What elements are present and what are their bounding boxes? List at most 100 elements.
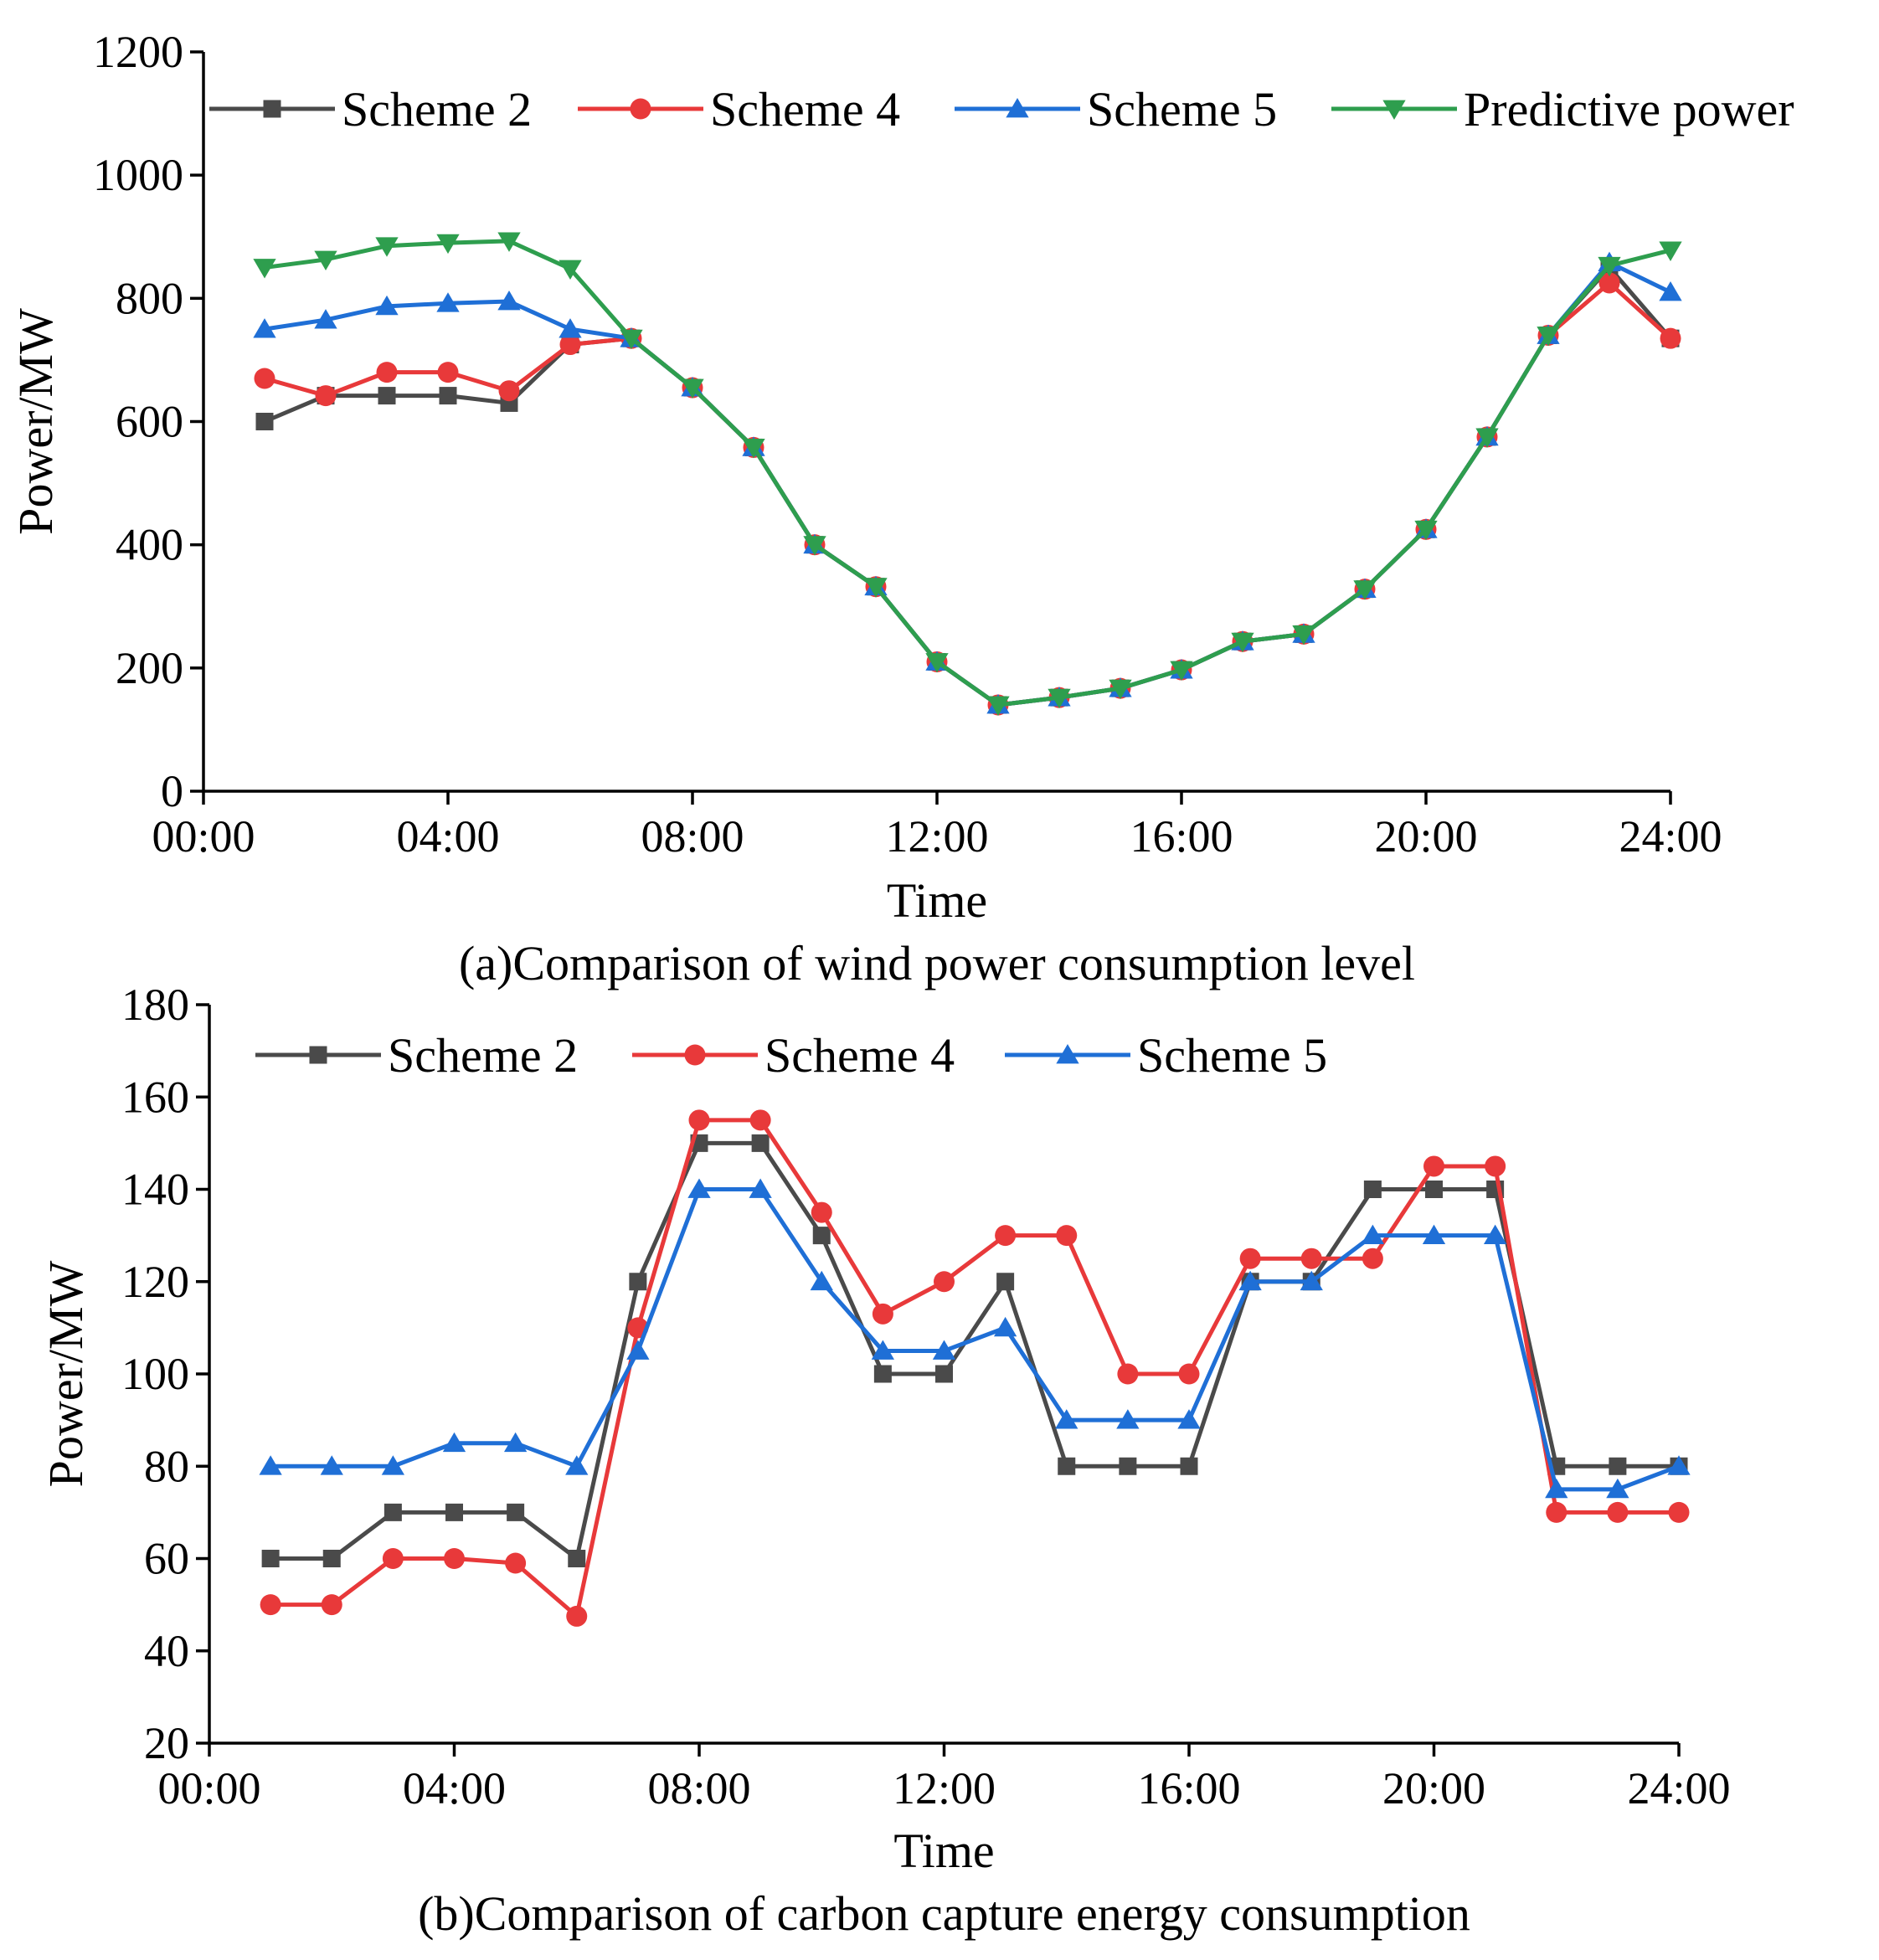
- data-point: [1117, 1363, 1139, 1385]
- data-point: [497, 232, 521, 252]
- legend-label: Predictive power: [1464, 82, 1794, 136]
- x-tick-label: 24:00: [1619, 811, 1722, 862]
- data-point: [873, 1365, 892, 1383]
- data-point: [688, 1109, 710, 1131]
- legend-swatch-marker: [684, 1044, 706, 1066]
- y-tick-label: 80: [144, 1441, 189, 1491]
- data-point: [1119, 1457, 1137, 1475]
- legend-label: Scheme 2: [388, 1028, 578, 1083]
- data-point: [568, 1550, 586, 1567]
- data-point: [1362, 1248, 1383, 1269]
- x-axis-title: Time: [893, 1824, 994, 1878]
- x-tick-label: 04:00: [396, 811, 499, 862]
- data-point: [382, 1548, 404, 1569]
- legend-item: Scheme 2: [209, 82, 532, 136]
- data-point: [620, 329, 643, 350]
- y-tick-label: 100: [121, 1349, 189, 1399]
- series-line: [270, 1140, 1679, 1561]
- axes: 0 200 400 600 800 1000 1200 00:00 04:00 08:00 12:0…: [93, 27, 1722, 862]
- data-point: [1058, 1457, 1076, 1475]
- x-tick-label: 12:00: [893, 1763, 996, 1813]
- data-point: [559, 318, 582, 338]
- y-tick-label: 40: [144, 1626, 189, 1676]
- series-line: [264, 239, 1671, 707]
- data-point: [1055, 1409, 1078, 1429]
- y-tick-label: 60: [144, 1534, 189, 1584]
- data-point: [993, 1316, 1017, 1337]
- data-point: [1353, 580, 1377, 600]
- y-tick-label: 1200: [93, 27, 183, 77]
- data-point: [322, 1550, 341, 1567]
- data-point: [1177, 1409, 1201, 1429]
- data-point: [1659, 280, 1682, 301]
- data-point: [1425, 1181, 1443, 1198]
- legend-label: Scheme 4: [710, 82, 900, 136]
- x-tick-label: 08:00: [641, 811, 744, 862]
- data-point: [320, 1455, 343, 1475]
- data-point: [505, 1552, 527, 1574]
- data-point: [1231, 632, 1254, 653]
- legend-label: Scheme 4: [764, 1028, 955, 1083]
- data-point: [871, 1340, 895, 1360]
- series-scheme-2: [255, 259, 1680, 714]
- legend: Scheme 2 Scheme 4 Scheme 5 Predictive power: [209, 82, 1794, 136]
- data-point: [996, 1273, 1015, 1291]
- data-point: [1598, 272, 1620, 294]
- data-point: [255, 413, 274, 430]
- series-predictive-power: [253, 232, 1682, 716]
- data-point: [376, 362, 398, 383]
- chart-panel-a: 0 200 400 600 800 1000 1200 00:00 04:00 08:00 12:0…: [8, 27, 1794, 990]
- data-point: [1414, 520, 1438, 541]
- legend-swatch-marker: [1056, 1044, 1079, 1064]
- data-point: [436, 292, 460, 312]
- data-point: [314, 309, 337, 329]
- y-tick-label: 800: [116, 273, 183, 323]
- data-point: [378, 387, 396, 405]
- data-point: [803, 536, 826, 556]
- data-point: [439, 387, 457, 405]
- data-point: [934, 1271, 955, 1293]
- data-point: [442, 1432, 466, 1453]
- data-point: [1607, 1501, 1629, 1523]
- data-point: [1300, 1270, 1323, 1291]
- data-point: [932, 1340, 956, 1360]
- legend-label: Scheme 5: [1137, 1028, 1327, 1083]
- chart-caption: (b)Comparison of carbon capture energy c…: [418, 1886, 1470, 1941]
- data-point: [1537, 327, 1560, 347]
- data-point: [254, 368, 275, 389]
- data-point: [1180, 1457, 1198, 1475]
- data-point: [559, 260, 582, 280]
- data-point: [498, 380, 520, 402]
- data-point: [1170, 661, 1193, 682]
- data-point: [681, 378, 704, 399]
- y-axis-title: Power/MW: [39, 1260, 93, 1487]
- legend-swatch-marker: [1006, 98, 1029, 118]
- data-point: [503, 1432, 528, 1453]
- data-point: [811, 1201, 832, 1223]
- data-point: [872, 1303, 893, 1325]
- data-point: [1178, 1363, 1200, 1385]
- y-tick-label: 0: [161, 766, 183, 816]
- data-point: [1056, 1225, 1078, 1247]
- data-point: [497, 291, 521, 311]
- series-scheme-4: [254, 272, 1681, 716]
- data-point: [1485, 1155, 1506, 1177]
- x-tick-label: 12:00: [885, 811, 988, 862]
- legend: Scheme 2 Scheme 4 Scheme 5: [255, 1028, 1327, 1083]
- series-line: [270, 1187, 1680, 1492]
- data-point: [1659, 241, 1682, 261]
- series-line: [264, 280, 1672, 707]
- data-point: [925, 653, 949, 673]
- data-point: [436, 234, 460, 255]
- data-point: [1422, 1224, 1446, 1245]
- y-tick-label: 160: [121, 1072, 189, 1122]
- data-point: [687, 1178, 711, 1198]
- y-tick-label: 120: [121, 1257, 189, 1307]
- series-line: [264, 260, 1672, 707]
- data-point: [1667, 1455, 1691, 1475]
- data-point: [384, 1503, 402, 1521]
- x-tick-label: 00:00: [152, 811, 255, 862]
- data-point: [375, 237, 399, 257]
- legend-item: Scheme 4: [578, 82, 900, 136]
- data-point: [507, 1503, 525, 1521]
